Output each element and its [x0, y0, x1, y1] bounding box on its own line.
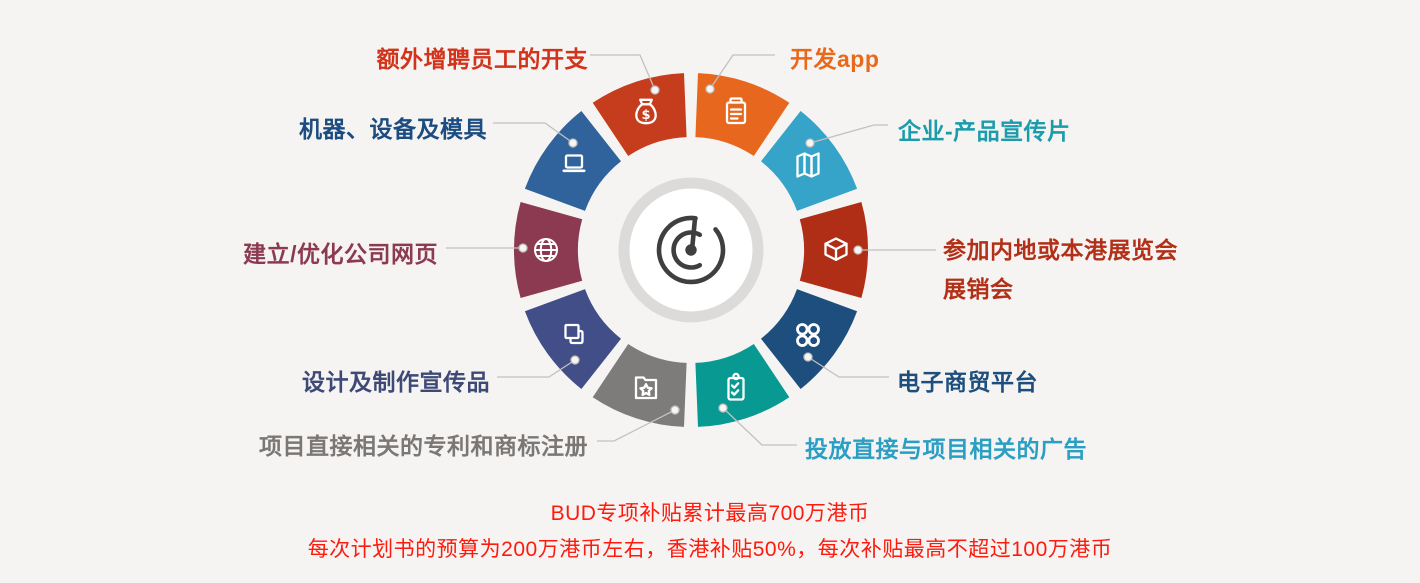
- segment-icons: $: [534, 97, 848, 401]
- label-mainland-hk-exhibitions: 参加内地或本港展览会 展销会: [943, 231, 1178, 309]
- label-patents-trademarks: 项目直接相关的专利和商标注册: [259, 433, 588, 459]
- connector-dot: [518, 243, 528, 253]
- connector-dot: [853, 245, 863, 255]
- footer-subsidy-detail: 每次计划书的预算为200万港币左右，香港补贴50%，每次补贴最高不超过100万港…: [307, 538, 1113, 561]
- cube-icon: [824, 237, 848, 261]
- brochure-icon: [796, 152, 820, 178]
- dollar-glyph: $: [641, 108, 650, 123]
- segment-corporate-product-video: [761, 111, 858, 211]
- connectors: [446, 54, 936, 446]
- connector-dot: [718, 403, 728, 413]
- connector-dot: [805, 138, 815, 148]
- center-circle: [618, 177, 764, 323]
- connector-dot: [705, 84, 715, 94]
- label-corporate-product-video: 企业-产品宣传片: [898, 118, 1071, 144]
- label-extra-staff-costs: 额外增聘员工的开支: [376, 46, 588, 72]
- connector-line: [590, 54, 656, 91]
- connector-line: [807, 356, 889, 378]
- connector-dot: [568, 138, 578, 148]
- target-gauge-icon: [656, 215, 726, 285]
- connector-line: [597, 409, 676, 442]
- connector-line: [493, 122, 574, 144]
- footer-subsidy-total: BUD专项补贴累计最高700万港币: [550, 502, 870, 525]
- connector-line: [497, 359, 576, 378]
- globe-icon: [534, 238, 558, 262]
- copy-icon: [564, 323, 584, 345]
- label-company-website: 建立/优化公司网页: [243, 241, 438, 267]
- label-develop-app: 开发app: [790, 46, 880, 72]
- label-design-promo-materials: 设计及制作宣传品: [302, 369, 490, 395]
- folder-star-icon: [634, 376, 658, 400]
- connector-dot: [670, 405, 680, 415]
- clipboard-check-icon: [727, 372, 745, 401]
- label-machinery-equipment-moulds: 机器、设备及模具: [299, 116, 487, 142]
- connector-line: [709, 54, 775, 90]
- segment-machinery-equipment-moulds: [524, 111, 621, 211]
- money-bag-icon: $: [635, 98, 657, 125]
- ring-segments: [513, 73, 869, 427]
- label-ecommerce-platform: 电子商贸平台: [897, 369, 1038, 395]
- connector-dot: [650, 85, 660, 95]
- connector-dot: [570, 355, 580, 365]
- connector-line: [722, 407, 797, 446]
- clover-icon: [796, 323, 820, 347]
- segment-extra-staff-costs: [592, 73, 687, 156]
- segment-patents-trademarks: [592, 344, 687, 427]
- label-project-related-ads: 投放直接与项目相关的广告: [805, 436, 1087, 462]
- label-line: 参加内地或本港展览会: [943, 237, 1178, 263]
- notepad-icon: [725, 97, 747, 125]
- label-line: 展销会: [943, 276, 1014, 302]
- connector-dot: [803, 352, 813, 362]
- laptop-icon: [562, 154, 586, 173]
- segment-mainland-hk-exhibitions: [799, 202, 869, 298]
- connector-line: [809, 124, 888, 144]
- segment-develop-app: [695, 73, 790, 156]
